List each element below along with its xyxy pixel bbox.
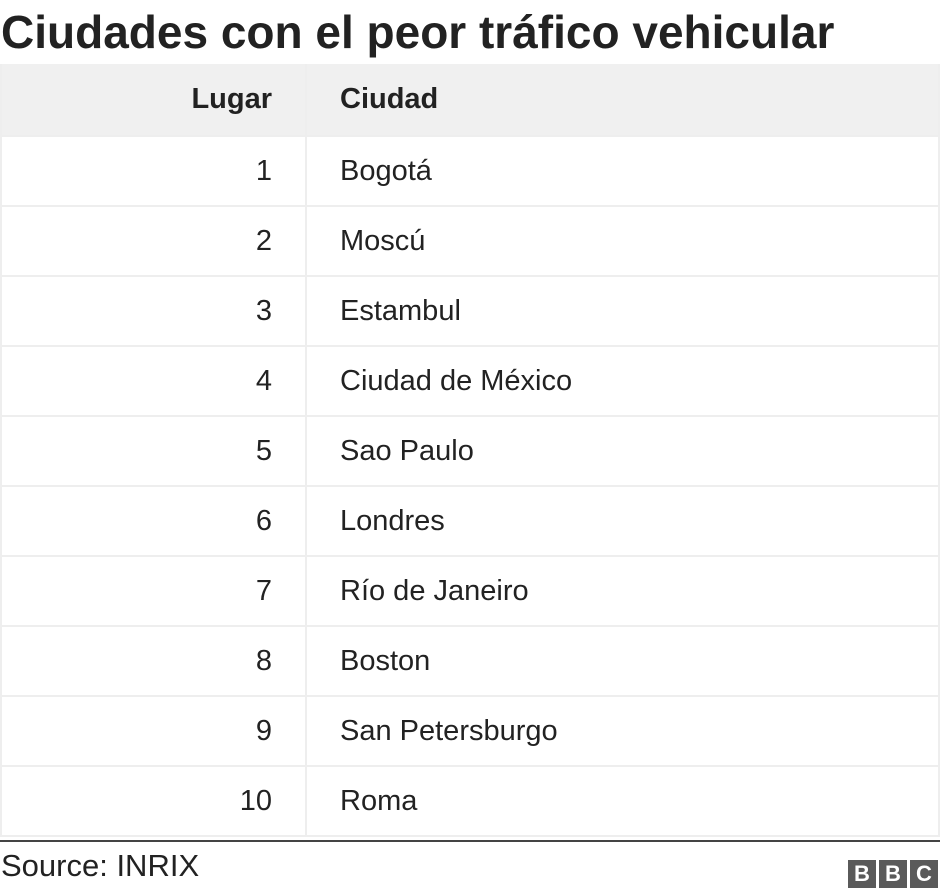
city-cell: Estambul: [306, 276, 940, 347]
city-cell: Moscú: [306, 206, 940, 277]
rank-cell: 4: [0, 346, 307, 417]
table-row: 8 Boston: [0, 626, 940, 697]
chart-title: Ciudades con el peor tráfico vehicular: [1, 6, 835, 58]
table-row: 7 Río de Janeiro: [0, 556, 940, 627]
city-cell: Roma: [306, 766, 940, 837]
bbc-logo: B B C: [848, 860, 938, 888]
rank-cell: 3: [0, 276, 307, 347]
table-row: 4 Ciudad de México: [0, 346, 940, 417]
bbc-logo-letter: B: [848, 860, 876, 888]
source-note: Source: INRIX: [1, 848, 200, 883]
city-cell: Río de Janeiro: [306, 556, 940, 627]
rank-cell: 10: [0, 766, 307, 837]
rank-cell: 5: [0, 416, 307, 487]
table-body: 1 Bogotá 2 Moscú 3 Estambul 4 Ciudad de …: [0, 136, 940, 837]
table-header-row: Lugar Ciudad: [0, 64, 940, 137]
city-cell: Boston: [306, 626, 940, 697]
column-header-lugar: Lugar: [0, 64, 307, 137]
city-cell: Londres: [306, 486, 940, 557]
ranking-table: Lugar Ciudad 1 Bogotá 2 Moscú 3 Estambul…: [0, 64, 940, 837]
table-row: 10 Roma: [0, 766, 940, 837]
rank-cell: 6: [0, 486, 307, 557]
city-cell: Sao Paulo: [306, 416, 940, 487]
rank-cell: 1: [0, 136, 307, 207]
rank-cell: 2: [0, 206, 307, 277]
bbc-logo-letter: B: [879, 860, 907, 888]
table-row: 9 San Petersburgo: [0, 696, 940, 767]
table-row: 2 Moscú: [0, 206, 940, 277]
city-cell: Bogotá: [306, 136, 940, 207]
rank-cell: 7: [0, 556, 307, 627]
bbc-logo-letter: C: [910, 860, 938, 888]
table-row: 3 Estambul: [0, 276, 940, 347]
city-cell: San Petersburgo: [306, 696, 940, 767]
table-row: 1 Bogotá: [0, 136, 940, 207]
footer-divider: [0, 840, 940, 842]
table-row: 5 Sao Paulo: [0, 416, 940, 487]
city-cell: Ciudad de México: [306, 346, 940, 417]
column-header-ciudad: Ciudad: [306, 64, 940, 137]
table-row: 6 Londres: [0, 486, 940, 557]
ranking-table-container: Lugar Ciudad 1 Bogotá 2 Moscú 3 Estambul…: [0, 64, 940, 837]
rank-cell: 9: [0, 696, 307, 767]
rank-cell: 8: [0, 626, 307, 697]
